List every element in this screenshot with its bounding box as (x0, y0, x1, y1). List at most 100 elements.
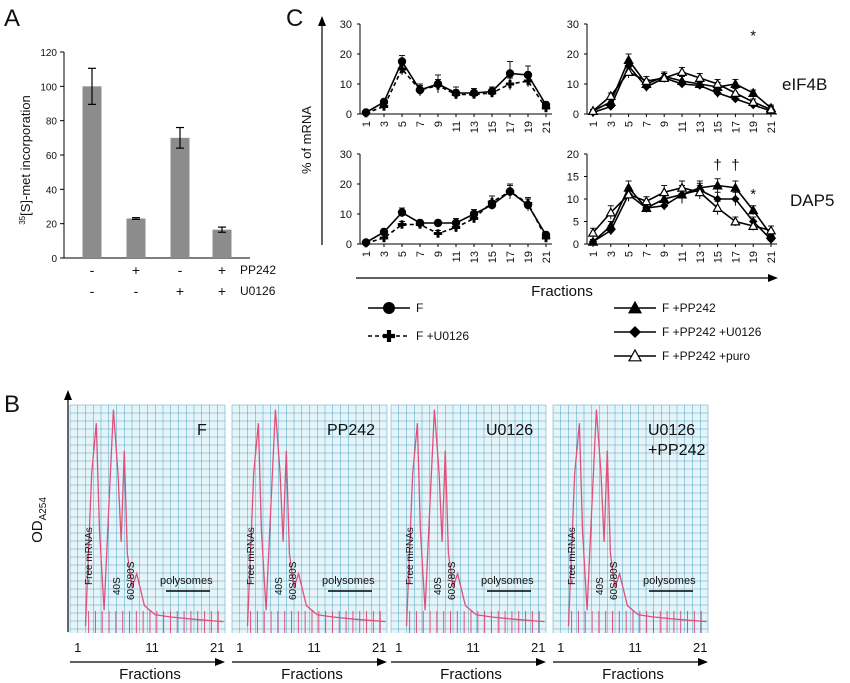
panel-c-y-tick-label: 20 (567, 49, 579, 61)
panel-c-x-tick-label: 11 (677, 121, 689, 132)
panel-a-treatment-label: PP242 (240, 263, 276, 277)
panel-c-x-tick-label: 3 (379, 121, 391, 127)
panel-c-y-tick-label: 20 (567, 149, 579, 161)
panel-c-legend-label: F +PP242 +puro (662, 349, 750, 363)
panel-b-y-axis-label: ODA254 (29, 497, 49, 543)
panel-c-data-point (747, 96, 759, 106)
panel-c-x-tick-label: 19 (523, 121, 535, 133)
panel-c-data-point-v (544, 233, 548, 243)
panel-c-data-point (487, 197, 497, 207)
panel-c-data-point (487, 88, 497, 98)
panel-c-data-point (505, 79, 515, 89)
panel-b-x-tick-label: 21 (372, 640, 386, 655)
panel-c-significance-mark: * (750, 186, 756, 203)
panel-c-data-point-v (418, 85, 422, 95)
panel-c-x-tick-label: 11 (451, 121, 463, 132)
panel-c-data-point (397, 208, 407, 217)
panel-a-y-tick-label: 0 (51, 254, 57, 265)
panel-b-profile-label: F (197, 422, 207, 439)
panel-b-x-axis-label: Fractions (281, 666, 343, 683)
panel-a-y-tick-label: 80 (46, 117, 58, 128)
panel-c-data-point-v (508, 79, 512, 89)
panel-b-profile-label: +PP242 (648, 442, 705, 459)
panel-c-legend-marker-v (386, 330, 392, 342)
panel-c-data-point-v (436, 81, 440, 90)
panel-c-data-point (712, 180, 723, 190)
panel-c-data-point (588, 237, 598, 246)
panel-c-y-tick-label: 0 (573, 239, 579, 251)
panel-c-x-tick-label: 5 (624, 251, 636, 257)
panel-c-data-point (713, 194, 722, 204)
panel-c-y-tick-label: 10 (340, 209, 352, 221)
panel-c-data-point (642, 203, 651, 213)
panel-c-data-point (605, 90, 617, 100)
panel-c-x-tick-label: 15 (487, 251, 499, 263)
panel-c-data-point-v (472, 214, 476, 223)
panel-c-data-point (660, 201, 669, 210)
panel-c-data-point (695, 81, 704, 90)
panel-c-legend-label: F +PP242 (662, 301, 716, 315)
panel-c-x-tick-label: 1 (361, 121, 373, 127)
panel-b-peak-label-40s: 40S (112, 577, 123, 595)
panel-c-data-point-v (544, 103, 548, 113)
panel-a-bar-chart: 35[S]-met incorporation 0 20 40 60 80 100 120 -… (18, 48, 276, 299)
panel-c-legend-marker (383, 330, 395, 342)
panel-c-data-point (397, 220, 407, 229)
panel-c-x-tick-label: 21 (766, 121, 778, 133)
panel-b-peak-label-free-mrnas: Free mRNAs (84, 527, 95, 585)
panel-b-peak-label-40s: 40S (274, 577, 285, 595)
panel-c-data-point-v (454, 90, 458, 99)
panel-a-bar (126, 218, 146, 258)
panel-label-a: A (4, 5, 20, 32)
panel-c-y-tick-label: 20 (340, 49, 352, 61)
panel-c-x-axis-label: Fractions (531, 283, 593, 300)
panel-b-x-tick-label: 1 (557, 640, 564, 655)
panel-c-data-point (730, 216, 741, 226)
panel-c-data-point-v (382, 102, 386, 111)
panel-b-x-tick-label: 11 (628, 640, 642, 655)
panel-c-y-tick-label: 10 (567, 79, 579, 91)
panel-c-x-tick-label: 3 (606, 121, 618, 127)
panel-b-x-arrowhead (377, 658, 387, 666)
panel-c-data-point (361, 108, 371, 118)
panel-c-data-point (730, 87, 741, 97)
panel-c-x-tick-label: 19 (748, 121, 760, 133)
panel-c-y-arrowhead (318, 16, 326, 26)
panel-c-x-tick-label: 3 (379, 251, 391, 257)
panel-b-x-tick-label: 11 (307, 640, 321, 655)
panel-c-data-point (713, 88, 722, 98)
panel-c-data-point (606, 226, 615, 235)
panel-c-x-tick-label: 15 (713, 251, 725, 263)
panel-c-data-point (415, 85, 425, 95)
panel-c-legend-marker (627, 348, 643, 362)
panel-c-x-tick-label: 5 (624, 121, 636, 127)
panel-c-data-point (523, 199, 533, 208)
panel-b-peak-label-60s80s: 60S/80S (288, 561, 299, 600)
panel-c-data-point (766, 235, 776, 244)
panel-c-y-axis-label: % of mRNA (299, 106, 314, 174)
panel-b-profile-label: U0126 (648, 422, 695, 439)
panel-c-data-point (505, 187, 515, 196)
panel-b-x-tick-label: 1 (395, 640, 402, 655)
panel-c-x-tick-label: 13 (695, 121, 707, 133)
panel-c-data-point-v (490, 197, 494, 207)
panel-c-data-point (379, 227, 389, 237)
panel-a-bar (212, 229, 232, 258)
panel-c-data-point (379, 97, 389, 107)
panel-c-data-point-v (526, 76, 530, 86)
panel-c-x-tick-label: 5 (397, 251, 409, 257)
panel-c-x-tick-label: 13 (469, 121, 481, 133)
panel-a-treatment-mark: - (178, 262, 183, 278)
panel-c-data-point-v (400, 220, 404, 229)
panel-a-y-tick-label: 20 (46, 220, 58, 231)
panel-c-data-point (730, 78, 741, 88)
panel-c-x-tick-label: 13 (695, 251, 707, 263)
panel-c-data-point-v (526, 199, 530, 208)
panel-c-data-point (694, 72, 706, 82)
panel-c-data-point (676, 182, 688, 192)
panel-b-x-axis-label: Fractions (119, 666, 181, 683)
panel-a-bar (82, 86, 102, 258)
panel-c-data-point (361, 238, 371, 248)
